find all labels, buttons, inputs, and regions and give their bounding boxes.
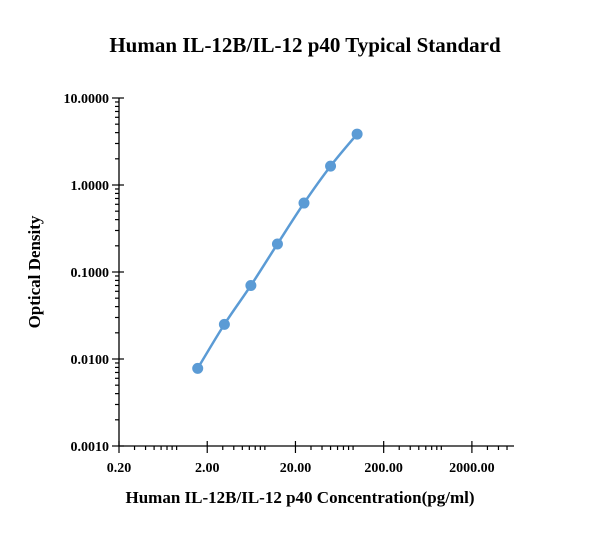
- y-tick-label: 1.0000: [71, 179, 110, 194]
- data-point: [298, 197, 310, 209]
- y-axis-label: Optical Density: [25, 215, 44, 328]
- data-point: [192, 362, 204, 374]
- data-point: [245, 279, 257, 291]
- y-tick-label: 0.0100: [71, 353, 110, 368]
- plot-area: 0.0010 0.0100 0.1000 1.0000 10.0000 0.20 2.00 2…: [64, 92, 514, 476]
- x-tick-label: 2.00: [195, 461, 220, 476]
- x-tick-label: 20.00: [280, 461, 312, 476]
- x-tick-label: 2000.00: [449, 461, 495, 476]
- chart-title: Human IL-12B/IL-12 p40 Typical Standard: [109, 33, 501, 57]
- y-tick-label: 10.0000: [64, 92, 110, 107]
- data-point: [271, 238, 283, 250]
- x-tick-label: 0.20: [107, 461, 132, 476]
- data-point: [325, 160, 337, 172]
- data-point: [351, 128, 363, 140]
- y-tick-label: 0.0010: [71, 440, 110, 455]
- y-tick-label: 0.1000: [71, 266, 110, 281]
- x-tick-label: 200.00: [364, 461, 403, 476]
- x-axis-label: Human IL-12B/IL-12 p40 Concentration(pg/…: [126, 488, 475, 507]
- data-point: [218, 318, 230, 330]
